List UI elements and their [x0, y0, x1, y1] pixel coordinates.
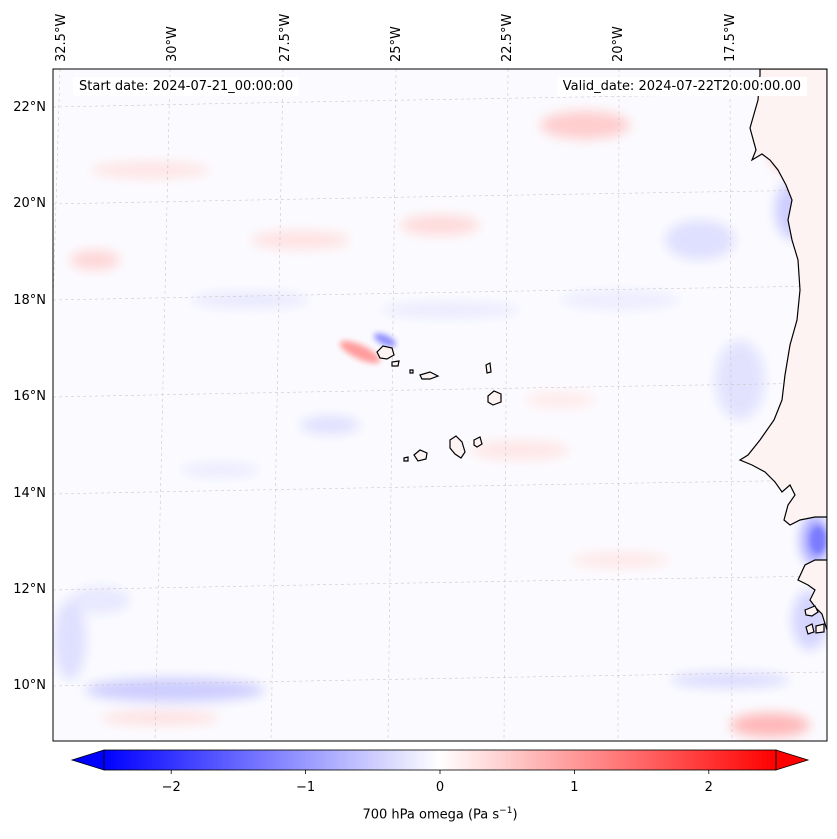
lon-label-32-5w: 32.5°W — [54, 14, 69, 62]
colorbar-ticks: −2 −1 0 1 2 — [162, 770, 713, 795]
lon-label-25w: 25°W — [389, 26, 404, 62]
lon-label-17-5w: 17.5°W — [723, 14, 738, 62]
graticule — [53, 69, 827, 741]
colorbar: −2 −1 0 1 2 — [70, 749, 810, 795]
lat-label-10n: 10°N — [13, 678, 46, 693]
start-date-label: Start date: 2024-07-21_00:00:00 — [73, 77, 300, 96]
colorbar-label-text: 700 hPa omega (Pa s — [362, 807, 500, 823]
lat-label-22n: 22°N — [13, 100, 46, 115]
lon-label-30w: 30°W — [165, 26, 180, 62]
lat-label-18n: 18°N — [13, 293, 46, 308]
colorbar-tick-label: −1 — [296, 780, 315, 795]
lat-labels: 22°N 20°N 18°N 16°N 14°N 12°N 10°N — [13, 100, 46, 693]
colorbar-tick-label: 0 — [436, 780, 444, 795]
colorbar-tick-label: −2 — [162, 780, 181, 795]
lon-label-22-5w: 22.5°W — [500, 14, 515, 62]
coastline-islands — [376, 345, 825, 635]
lon-labels: 32.5°W 30°W 27.5°W 25°W 22.5°W 20°W 17.5… — [54, 14, 738, 62]
colorbar-label-exponent: −1 — [499, 806, 513, 816]
valid-date-label: Valid_date: 2024-07-22T20:00:00.00 — [556, 77, 807, 96]
map-panel — [53, 69, 827, 741]
colorbar-extend-max — [775, 749, 810, 771]
colorbar-label: 700 hPa omega (Pa s−1) — [0, 806, 837, 822]
lon-label-20w: 20°W — [611, 26, 626, 62]
coastline-africa — [738, 69, 827, 631]
colorbar-tick-label: 1 — [570, 780, 578, 795]
colorbar-tick-label: 2 — [705, 780, 713, 795]
lat-label-12n: 12°N — [13, 582, 46, 597]
lon-label-27-5w: 27.5°W — [278, 14, 293, 62]
lat-label-16n: 16°N — [13, 389, 46, 404]
lat-label-14n: 14°N — [13, 486, 46, 501]
colorbar-gradient — [104, 750, 776, 770]
lat-label-20n: 20°N — [13, 196, 46, 211]
map-frame — [52, 68, 828, 742]
colorbar-extend-min — [70, 749, 105, 771]
colorbar-label-close: ) — [512, 807, 518, 823]
